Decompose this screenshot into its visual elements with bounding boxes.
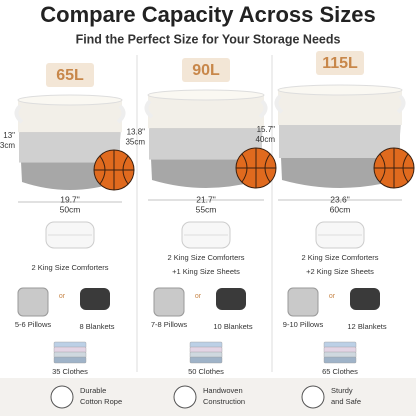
clothes-icon [189, 356, 223, 364]
ball-seam [94, 150, 134, 190]
pillows-label: 9-10 Pillows [283, 320, 324, 329]
or-label: or [329, 293, 336, 300]
feature-label: and Safe [331, 397, 361, 406]
feature-label: Construction [203, 397, 245, 406]
size-label: 90L [192, 62, 220, 79]
feature-label: Cotton Rope [80, 397, 122, 406]
handle [116, 104, 126, 124]
subtitle: Find the Perfect Size for Your Storage N… [76, 32, 341, 46]
ball-seam [236, 148, 276, 188]
blanket-icon [80, 288, 110, 310]
blankets-label: 8 Blankets [79, 322, 114, 331]
feature-label: Sturdy [331, 386, 353, 395]
handle [258, 99, 268, 119]
blanket-icon [350, 288, 380, 310]
pillow-icon [17, 287, 49, 317]
clothes-label: 50 Clothes [188, 367, 224, 376]
height-in: 13.8" [127, 128, 146, 137]
comforter-label: 2 King Size Comforters [301, 253, 378, 262]
width-cm: 55cm [196, 204, 217, 214]
handle [14, 104, 24, 124]
handle [144, 99, 154, 119]
height-cm: 35cm [125, 138, 145, 147]
or-label: or [195, 293, 202, 300]
basket-rim [147, 89, 265, 101]
or-label: or [59, 293, 66, 300]
pillow-icon [153, 287, 185, 317]
width-in: 21.7" [196, 194, 216, 204]
size-label: 65L [56, 67, 84, 84]
size-badge [182, 58, 230, 82]
basket-stripe [148, 95, 264, 129]
ball-seam [374, 148, 414, 188]
comforter-label: 2 King Size Comforters [31, 263, 108, 272]
comforter-label: +2 King Size Sheets [306, 267, 374, 276]
clothes-label: 35 Clothes [52, 367, 88, 376]
width-in: 19.7" [60, 194, 80, 204]
width-cm: 60cm [330, 204, 351, 214]
blankets-label: 10 Blankets [213, 322, 252, 331]
height-cm: 33cm [0, 141, 15, 150]
pillow-icon [287, 287, 319, 317]
clothes-icon [53, 356, 87, 364]
clothes-label: 65 Clothes [322, 367, 358, 376]
width-cm: 50cm [60, 204, 81, 214]
handle [396, 94, 406, 114]
basket-rim [277, 84, 403, 96]
feature-icon [301, 385, 325, 409]
basket-rim [17, 94, 123, 106]
feature-icon [50, 385, 74, 409]
pillows-label: 7-8 Pillows [151, 320, 188, 329]
size-label: 115L [322, 55, 358, 72]
handle [274, 94, 284, 114]
height-cm: 40cm [255, 135, 275, 144]
height-in: 15.7" [257, 125, 276, 134]
comforter-label: +1 King Size Sheets [172, 267, 240, 276]
basket-stripe [278, 90, 402, 125]
blankets-label: 12 Blankets [347, 322, 386, 331]
feature-label: Handwoven [203, 386, 243, 395]
blanket-icon [216, 288, 246, 310]
size-badge [46, 63, 94, 87]
height-in: 13" [3, 131, 15, 140]
feature-label: Durable [80, 386, 106, 395]
feature-icon [173, 385, 197, 409]
width-in: 23.6" [330, 194, 350, 204]
size-badge [316, 51, 364, 75]
basket-stripe [279, 125, 400, 158]
pillows-label: 5-6 Pillows [15, 320, 52, 329]
title: Compare Capacity Across Sizes [40, 2, 375, 27]
clothes-icon [323, 356, 357, 364]
comforter-label: 2 King Size Comforters [167, 253, 244, 262]
